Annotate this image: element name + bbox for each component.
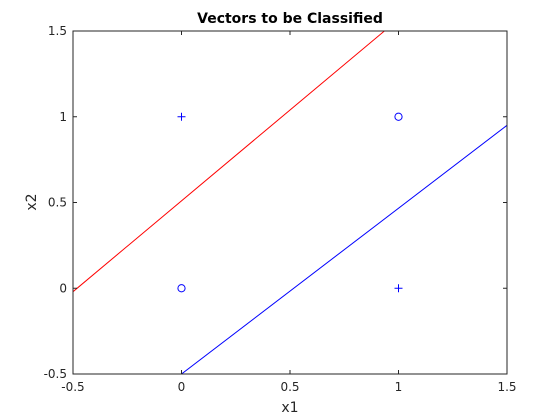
plus-marker bbox=[394, 284, 403, 293]
x-tick-label: 1 bbox=[395, 380, 403, 394]
y-tick-label: -0.5 bbox=[44, 367, 67, 381]
line-0 bbox=[73, 31, 385, 293]
y-tick-label: 0 bbox=[59, 281, 67, 295]
x-tick-label: 0 bbox=[178, 380, 186, 394]
markers-layer bbox=[177, 112, 403, 293]
x-axis-label: x1 bbox=[281, 400, 298, 416]
circle-marker bbox=[177, 284, 186, 293]
circle-marker bbox=[394, 112, 403, 121]
lines-layer bbox=[73, 31, 507, 374]
ticks-layer: -0.5 0 0.5 1 1.5 -0.5 0 0.5 1 1.5 bbox=[44, 24, 517, 394]
plot-area bbox=[73, 31, 507, 374]
x-tick-label: 1.5 bbox=[497, 380, 516, 394]
x-tick-label: -0.5 bbox=[61, 380, 84, 394]
chart-title: Vectors to be Classified bbox=[197, 11, 383, 27]
plus-marker bbox=[177, 112, 186, 121]
y-axis-label: x2 bbox=[24, 193, 40, 210]
line-1 bbox=[181, 124, 507, 374]
y-tick-label: 1 bbox=[59, 110, 67, 124]
x-tick-label: 0.5 bbox=[280, 380, 299, 394]
y-tick-label: 1.5 bbox=[48, 24, 67, 38]
y-tick-label: 0.5 bbox=[48, 196, 67, 210]
